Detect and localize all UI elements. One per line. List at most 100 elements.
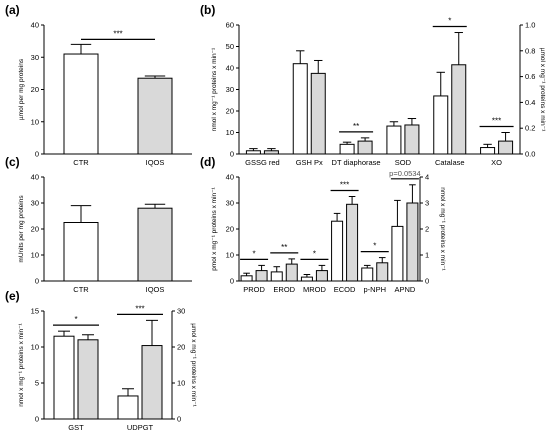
y-tick-label: 20 — [226, 107, 234, 116]
bar — [255, 270, 268, 282]
right-y-tick-label: 0.6 — [525, 72, 535, 81]
panel-label: (d) — [200, 155, 215, 169]
y-axis-label: nmol x mg⁻¹ proteins x min⁻¹ — [18, 322, 25, 406]
bar — [137, 207, 173, 282]
right-y-tick-label: 0.0 — [525, 150, 535, 159]
y-tick-label: 20 — [31, 85, 39, 94]
significance-marker: *** — [340, 181, 349, 190]
right-y-axis-label: µmol x mg⁻¹ proteins x min⁻¹ — [190, 323, 197, 407]
y-tick-label: 30 — [226, 85, 234, 94]
bar — [376, 262, 389, 282]
bar — [498, 140, 514, 155]
y-tick-label: 40 — [31, 21, 39, 30]
panel-label: (c) — [5, 155, 20, 169]
y-axis-label: µmol per mg proteins — [18, 58, 25, 120]
y-tick-label: 50 — [226, 42, 234, 51]
panel-label: (b) — [200, 3, 215, 17]
significance-marker: ** — [281, 243, 287, 252]
y-tick-label: 10 — [31, 343, 39, 352]
bar — [310, 72, 326, 155]
x-category-label: GSSG red — [245, 158, 280, 167]
right-y-tick-label: 0 — [425, 277, 429, 286]
y-tick-label: 0 — [35, 150, 39, 159]
y-tick-label: 10 — [226, 251, 234, 260]
y-tick-label: 20 — [31, 225, 39, 234]
p-value-annotation: p=0.0534 — [389, 169, 421, 178]
x-category-label: UDPGT — [127, 423, 154, 432]
y-tick-label: 10 — [31, 251, 39, 260]
y-tick-label: 20 — [226, 225, 234, 234]
bar — [53, 335, 75, 420]
y-axis-label: nmol x mg⁻¹ proteins x min⁻¹ — [211, 47, 218, 131]
significance-marker: * — [448, 17, 451, 26]
x-category-label: EROD — [273, 285, 295, 294]
bar — [451, 64, 467, 155]
significance-marker: * — [253, 249, 256, 258]
bar — [361, 267, 374, 282]
significance-marker: * — [373, 242, 376, 251]
y-tick-label: 40 — [226, 173, 234, 182]
right-y-tick-label: 20 — [177, 343, 185, 352]
bar — [386, 125, 402, 155]
x-category-label: CTR — [73, 158, 89, 167]
y-tick-label: 5 — [35, 379, 39, 388]
y-tick-label: 30 — [31, 199, 39, 208]
right-y-tick-label: 0.4 — [525, 98, 535, 107]
bar — [117, 395, 139, 420]
y-tick-label: 40 — [31, 173, 39, 182]
significance-marker: * — [74, 315, 77, 324]
right-y-tick-label: 10 — [177, 379, 185, 388]
right-y-tick-label: 0 — [177, 415, 181, 424]
y-tick-label: 0 — [230, 277, 234, 286]
bar — [404, 124, 420, 155]
bar — [331, 220, 344, 282]
x-category-label: SOD — [395, 158, 412, 167]
bar — [292, 63, 308, 155]
y-tick-label: 30 — [226, 199, 234, 208]
x-category-label: DT diaphorase — [332, 158, 381, 167]
bar — [270, 271, 283, 282]
right-y-tick-label: 3 — [425, 199, 429, 208]
bar — [433, 95, 449, 155]
x-category-label: ECOD — [334, 285, 356, 294]
bar — [77, 339, 99, 420]
x-category-label: MROD — [303, 285, 326, 294]
significance-marker: *** — [135, 304, 144, 313]
x-category-label: IQOS — [146, 285, 165, 294]
right-y-axis-label: nmol x mg⁻¹ proteins x min⁻¹ — [439, 187, 446, 271]
right-y-axis-label: µmol x mg⁻¹ proteins x min⁻¹ — [539, 48, 546, 132]
bar — [300, 276, 313, 282]
bar — [346, 203, 359, 282]
y-tick-label: 0 — [35, 415, 39, 424]
y-tick-label: 40 — [226, 64, 234, 73]
bar — [480, 147, 496, 155]
bar — [285, 263, 298, 282]
bar — [339, 143, 355, 155]
x-category-label: CTR — [73, 285, 89, 294]
panel-label: (e) — [5, 289, 20, 303]
right-y-tick-label: 2 — [425, 225, 429, 234]
right-y-tick-label: 1 — [425, 251, 429, 260]
bar — [357, 140, 373, 155]
y-tick-label: 15 — [31, 307, 39, 316]
y-axis-label: pmol x mg⁻¹ proteins x min⁻¹ — [211, 186, 218, 270]
x-category-label: IQOS — [146, 158, 165, 167]
significance-marker: *** — [492, 117, 501, 126]
bar — [63, 222, 99, 282]
bar — [391, 225, 404, 282]
x-category-label: p-NPH — [363, 285, 386, 294]
bar — [315, 270, 328, 282]
y-axis-label: mUnits per mg proteins — [18, 195, 25, 263]
bar — [263, 150, 279, 155]
x-category-label: XO — [491, 158, 502, 167]
right-y-tick-label: 0.2 — [525, 124, 535, 133]
panel-label: (a) — [5, 3, 20, 17]
significance-marker: ** — [353, 122, 359, 131]
right-y-tick-label: 4 — [425, 173, 429, 182]
bar — [137, 77, 173, 155]
x-category-label: Catalase — [435, 158, 465, 167]
y-tick-label: 0 — [35, 277, 39, 286]
bar — [63, 53, 99, 155]
bar — [406, 202, 419, 282]
bar — [240, 275, 253, 282]
